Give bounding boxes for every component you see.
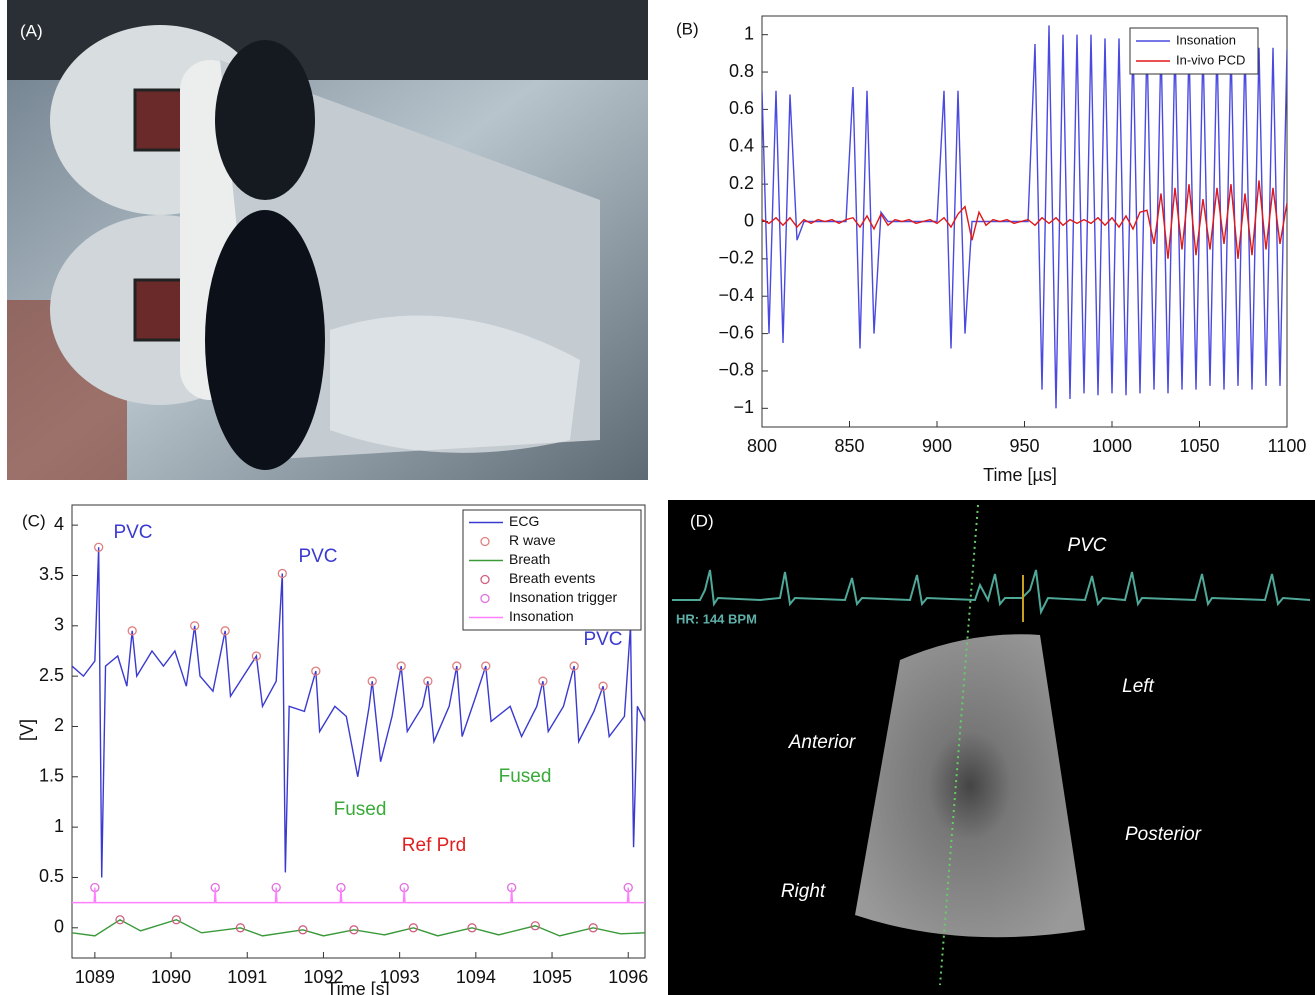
y-tick-label: 3.5	[39, 564, 64, 584]
panel-label: (B)	[676, 19, 699, 38]
cylinder-opening	[205, 210, 325, 470]
legend-label: Insonation	[1176, 32, 1236, 47]
legend: Insonation In-vivo PCD	[1130, 28, 1258, 74]
legend: ECG R wave Breath Breath events Insonation t…	[463, 510, 641, 630]
panel-d-ultrasound	[668, 500, 1315, 995]
legend-label: In-vivo PCD	[1176, 52, 1245, 67]
x-tick-label: 1090	[151, 967, 191, 987]
heart-rate: HR: 144 BPM	[676, 611, 757, 626]
anatomy-label: PVC	[1067, 535, 1106, 556]
figure: (A) (D) HR: 144 BPM PVC Left Anterior Poste…	[0, 0, 1315, 995]
y-tick-label: 0.4	[729, 136, 754, 156]
legend-label: Insonation trigger	[509, 589, 618, 605]
annotation: Fused	[334, 799, 387, 820]
annotation: Fused	[499, 766, 552, 787]
x-tick-label: 1094	[456, 967, 496, 987]
x-tick-label: 800	[747, 436, 777, 456]
x-tick-label: 1089	[75, 967, 115, 987]
panel-label: (D)	[690, 511, 714, 530]
annotation: Ref Prd	[402, 835, 466, 856]
x-axis-label: Time [s]	[326, 979, 389, 995]
anatomy-label: Posterior	[1125, 824, 1202, 845]
legend-label: Insonation	[509, 608, 574, 624]
x-tick-label: 1100	[1268, 436, 1307, 456]
upper-opening	[215, 40, 315, 200]
y-tick-label: 1	[54, 816, 64, 836]
y-tick-label: −1	[733, 397, 754, 417]
x-tick-label: 900	[922, 436, 952, 456]
y-tick-label: 2.5	[39, 665, 64, 685]
x-tick-label: 1000	[1092, 436, 1132, 456]
y-tick-label: −0.8	[718, 360, 754, 380]
x-tick-label: 850	[834, 436, 864, 456]
y-tick-label: 0	[744, 210, 754, 230]
y-tick-label: −0.2	[718, 248, 754, 268]
y-tick-label: 0.8	[729, 61, 754, 81]
y-tick-label: −0.4	[718, 285, 754, 305]
chart: (B) −1 −0.8 −0.6 −0.4 −0.2 0 0.2 0.4 0.6 0.8 1 800 85…	[676, 16, 1306, 485]
anatomy-label: Left	[1122, 676, 1154, 697]
y-tick-label: 1	[744, 23, 754, 43]
legend-label: R wave	[509, 532, 556, 548]
x-tick-label: 1096	[608, 967, 648, 987]
legend-label: Breath events	[509, 570, 595, 586]
panel-a-photo	[7, 0, 648, 480]
annotation: PVC	[113, 522, 152, 543]
x-axis-label: Time [µs]	[983, 465, 1057, 485]
x-tick-label: 950	[1009, 436, 1039, 456]
anatomy-label: Anterior	[788, 732, 856, 753]
annotation: PVC	[583, 629, 622, 650]
page: (A) (D) HR: 144 BPM PVC Left Anterior Poste…	[0, 0, 1315, 995]
y-tick-label: 3	[54, 615, 64, 635]
annotation: PVC	[298, 546, 337, 567]
panel-label: (C)	[22, 511, 46, 530]
legend-label: ECG	[509, 513, 539, 529]
panel-label: (A)	[20, 21, 43, 40]
y-tick-label: 2	[54, 715, 64, 735]
y-tick-label: 4	[54, 514, 64, 534]
x-tick-label: 1095	[532, 967, 572, 987]
y-tick-label: 0.6	[729, 98, 754, 118]
y-tick-label: 0.5	[39, 866, 64, 886]
y-axis-label: [V]	[17, 719, 37, 741]
anatomy-label: Right	[781, 881, 826, 902]
y-tick-label: 0.2	[729, 173, 754, 193]
y-tick-label: −0.6	[718, 322, 754, 342]
y-tick-label: 1.5	[39, 766, 64, 786]
x-tick-label: 1050	[1179, 436, 1219, 456]
x-tick-label: 1091	[227, 967, 267, 987]
y-tick-label: 0	[54, 917, 64, 937]
legend-label: Breath	[509, 551, 550, 567]
